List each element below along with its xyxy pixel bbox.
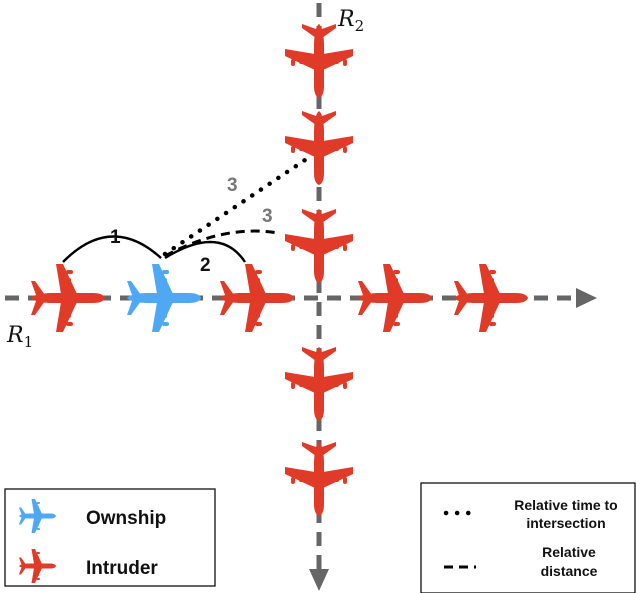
link-relative-time [162,157,308,257]
legend-links: Relative time to intersection Relative d… [420,482,636,593]
legend-distance-label-line2: distance [541,563,598,579]
intruder-r2-top-icon [285,24,353,98]
link-label-2: 2 [200,255,211,276]
intruder-r1-far-right-icon [454,264,528,332]
intruder-r2-upper-icon [285,111,353,185]
intruder-r1-left-icon [31,264,105,332]
axis-label-r1: R1 [6,323,33,351]
intruder-r1-right-icon [358,264,432,332]
link-label-3-distance: 3 [262,206,273,227]
legend-ownship-label: Ownship [86,508,166,529]
ownship-icon [127,264,201,332]
link-relative-distance [164,229,279,258]
legend-aircraft: Ownship Intruder [4,488,216,587]
link-arc-2 [164,240,247,263]
intruder-r2-bottom-icon [285,442,353,516]
legend-time-label-line2: intersection [526,515,605,531]
intruder-r2-near-icon [285,209,353,283]
link-arc-1 [62,235,162,263]
link-label-1: 1 [110,227,121,248]
axis-label-r2: R2 [337,7,364,35]
legend-distance-label-line1: Relative [542,544,596,560]
link-label-3-time: 3 [227,175,238,196]
intruder-r2-lower-icon [285,347,353,421]
legend-time-label-line1: Relative time to [514,497,617,513]
road-r2-arrowhead [309,569,329,591]
legend-intruder-label: Intruder [86,558,158,579]
road-r1-arrowhead [576,288,597,308]
intruder-r1-ahead-icon [220,264,294,332]
